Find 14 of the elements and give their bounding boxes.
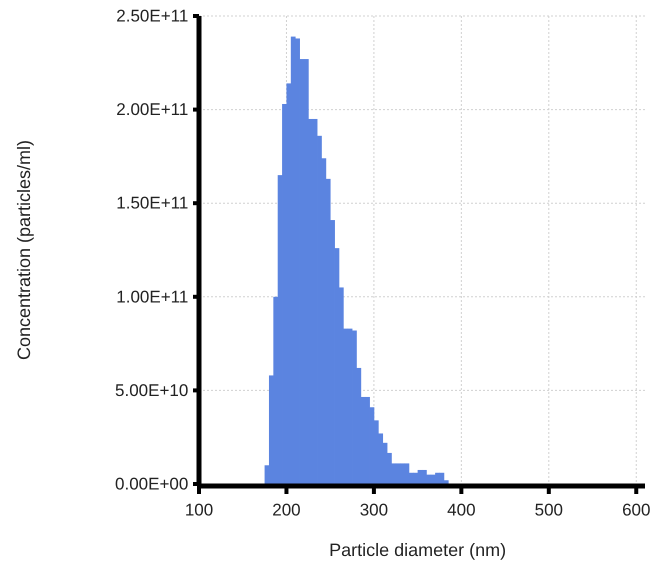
y-tick-label: 1.00E+11 xyxy=(116,287,188,306)
y-axis-title: Concentration (particles/ml) xyxy=(14,140,34,360)
y-tick-label: 0.00E+00 xyxy=(115,474,188,494)
x-tick-label: 100 xyxy=(184,500,214,520)
x-tick-label: 200 xyxy=(272,500,301,520)
y-tick-label: 1.50E+11 xyxy=(116,194,188,213)
y-tick-label: 5.00E+10 xyxy=(115,380,188,400)
x-tick-label: 600 xyxy=(622,500,650,520)
x-axis-title: Particle diameter (nm) xyxy=(329,540,506,560)
x-tick-label: 300 xyxy=(360,500,388,520)
x-tick-label: 500 xyxy=(534,500,563,520)
y-tick-label: 2.00E+11 xyxy=(116,100,188,120)
y-tick-label: 2.50E+11 xyxy=(116,6,188,26)
x-tick-label: 400 xyxy=(447,500,476,520)
